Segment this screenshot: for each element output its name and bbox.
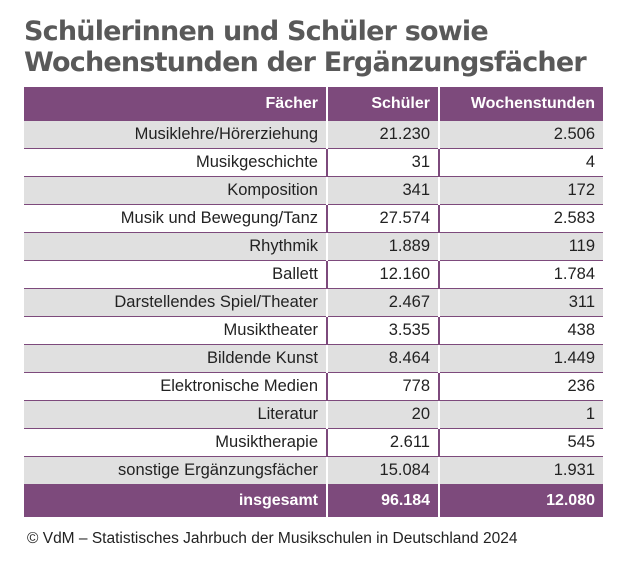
- table-body: Musiklehre/Hörerziehung 21.230 2.506 Musikg…: [24, 121, 603, 485]
- cell-wochenstunden: 119: [438, 232, 603, 261]
- table-row: Musik und Bewegung/Tanz 27.574 2.583: [24, 204, 603, 233]
- table-row: Musiktherapie 2.611 545: [24, 428, 603, 457]
- cell-schueler: 778: [326, 372, 439, 401]
- cell-wochenstunden: 311: [438, 288, 603, 317]
- cell-schueler: 15.084: [326, 456, 439, 485]
- cell-wochenstunden: 2.506: [438, 121, 603, 149]
- cell-wochenstunden: 2.583: [438, 204, 603, 233]
- cell-fach: Elektronische Medien: [24, 372, 327, 401]
- table-header-row: Fächer Schüler Wochenstunden: [24, 87, 603, 121]
- table-row: Rhythmik 1.889 119: [24, 232, 603, 261]
- cell-fach: Ballett: [24, 260, 327, 289]
- table-row: Darstellendes Spiel/Theater 2.467 311: [24, 288, 603, 317]
- total-label: insgesamt: [24, 484, 327, 517]
- cell-schueler: 2.467: [326, 288, 439, 317]
- table-row: Bildende Kunst 8.464 1.449: [24, 344, 603, 373]
- cell-schueler: 12.160: [326, 260, 439, 289]
- table-row: sonstige Ergänzungsfächer 15.084 1.931: [24, 456, 603, 485]
- source-note: © VdM – Statistisches Jahrbuch der Musik…: [27, 530, 518, 547]
- cell-fach: Musikgeschichte: [24, 148, 327, 177]
- cell-schueler: 31: [326, 148, 439, 177]
- cell-fach: Bildende Kunst: [24, 344, 327, 373]
- table-row: Ballett 12.160 1.784: [24, 260, 603, 289]
- cell-wochenstunden: 1.931: [438, 456, 603, 485]
- cell-fach: Rhythmik: [24, 232, 327, 261]
- cell-fach: Darstellendes Spiel/Theater: [24, 288, 327, 317]
- chart-title: Schülerinnen und Schüler sowie Wochenstu…: [24, 16, 614, 78]
- table-row: Musikgeschichte 31 4: [24, 148, 603, 177]
- total-wochenstunden: 12.080: [438, 484, 603, 517]
- cell-schueler: 21.230: [326, 121, 439, 149]
- chart-title-line-2: Wochenstunden der Ergänzungsfächer: [24, 47, 587, 78]
- chart-title-line-1: Schülerinnen und Schüler sowie: [24, 16, 489, 47]
- cell-schueler: 8.464: [326, 344, 439, 373]
- header-wochenstunden: Wochenstunden: [438, 87, 603, 121]
- table-row: Komposition 341 172: [24, 176, 603, 205]
- cell-wochenstunden: 1.784: [438, 260, 603, 289]
- cell-wochenstunden: 1: [438, 400, 603, 429]
- cell-wochenstunden: 4: [438, 148, 603, 177]
- cell-wochenstunden: 1.449: [438, 344, 603, 373]
- table-row: Musiklehre/Hörerziehung 21.230 2.506: [24, 121, 603, 149]
- cell-schueler: 20: [326, 400, 439, 429]
- header-faecher: Fächer: [24, 87, 327, 121]
- cell-fach: Musiklehre/Hörerziehung: [24, 121, 327, 149]
- cell-fach: Musiktheater: [24, 316, 327, 345]
- total-schueler: 96.184: [326, 484, 439, 517]
- table-row: Musiktheater 3.535 438: [24, 316, 603, 345]
- cell-wochenstunden: 172: [438, 176, 603, 205]
- cell-schueler: 341: [326, 176, 439, 205]
- data-table: Fächer Schüler Wochenstunden Musiklehre/…: [24, 87, 603, 517]
- cell-schueler: 27.574: [326, 204, 439, 233]
- cell-fach: sonstige Ergänzungsfächer: [24, 456, 327, 485]
- cell-wochenstunden: 438: [438, 316, 603, 345]
- cell-wochenstunden: 236: [438, 372, 603, 401]
- table-total-row: insgesamt 96.184 12.080: [24, 484, 603, 517]
- cell-fach: Komposition: [24, 176, 327, 205]
- cell-schueler: 3.535: [326, 316, 439, 345]
- table-row: Elektronische Medien 778 236: [24, 372, 603, 401]
- cell-fach: Musik und Bewegung/Tanz: [24, 204, 327, 233]
- cell-schueler: 1.889: [326, 232, 439, 261]
- cell-fach: Musiktherapie: [24, 428, 327, 457]
- cell-wochenstunden: 545: [438, 428, 603, 457]
- cell-schueler: 2.611: [326, 428, 439, 457]
- cell-fach: Literatur: [24, 400, 327, 429]
- table-row: Literatur 20 1: [24, 400, 603, 429]
- header-schueler: Schüler: [326, 87, 439, 121]
